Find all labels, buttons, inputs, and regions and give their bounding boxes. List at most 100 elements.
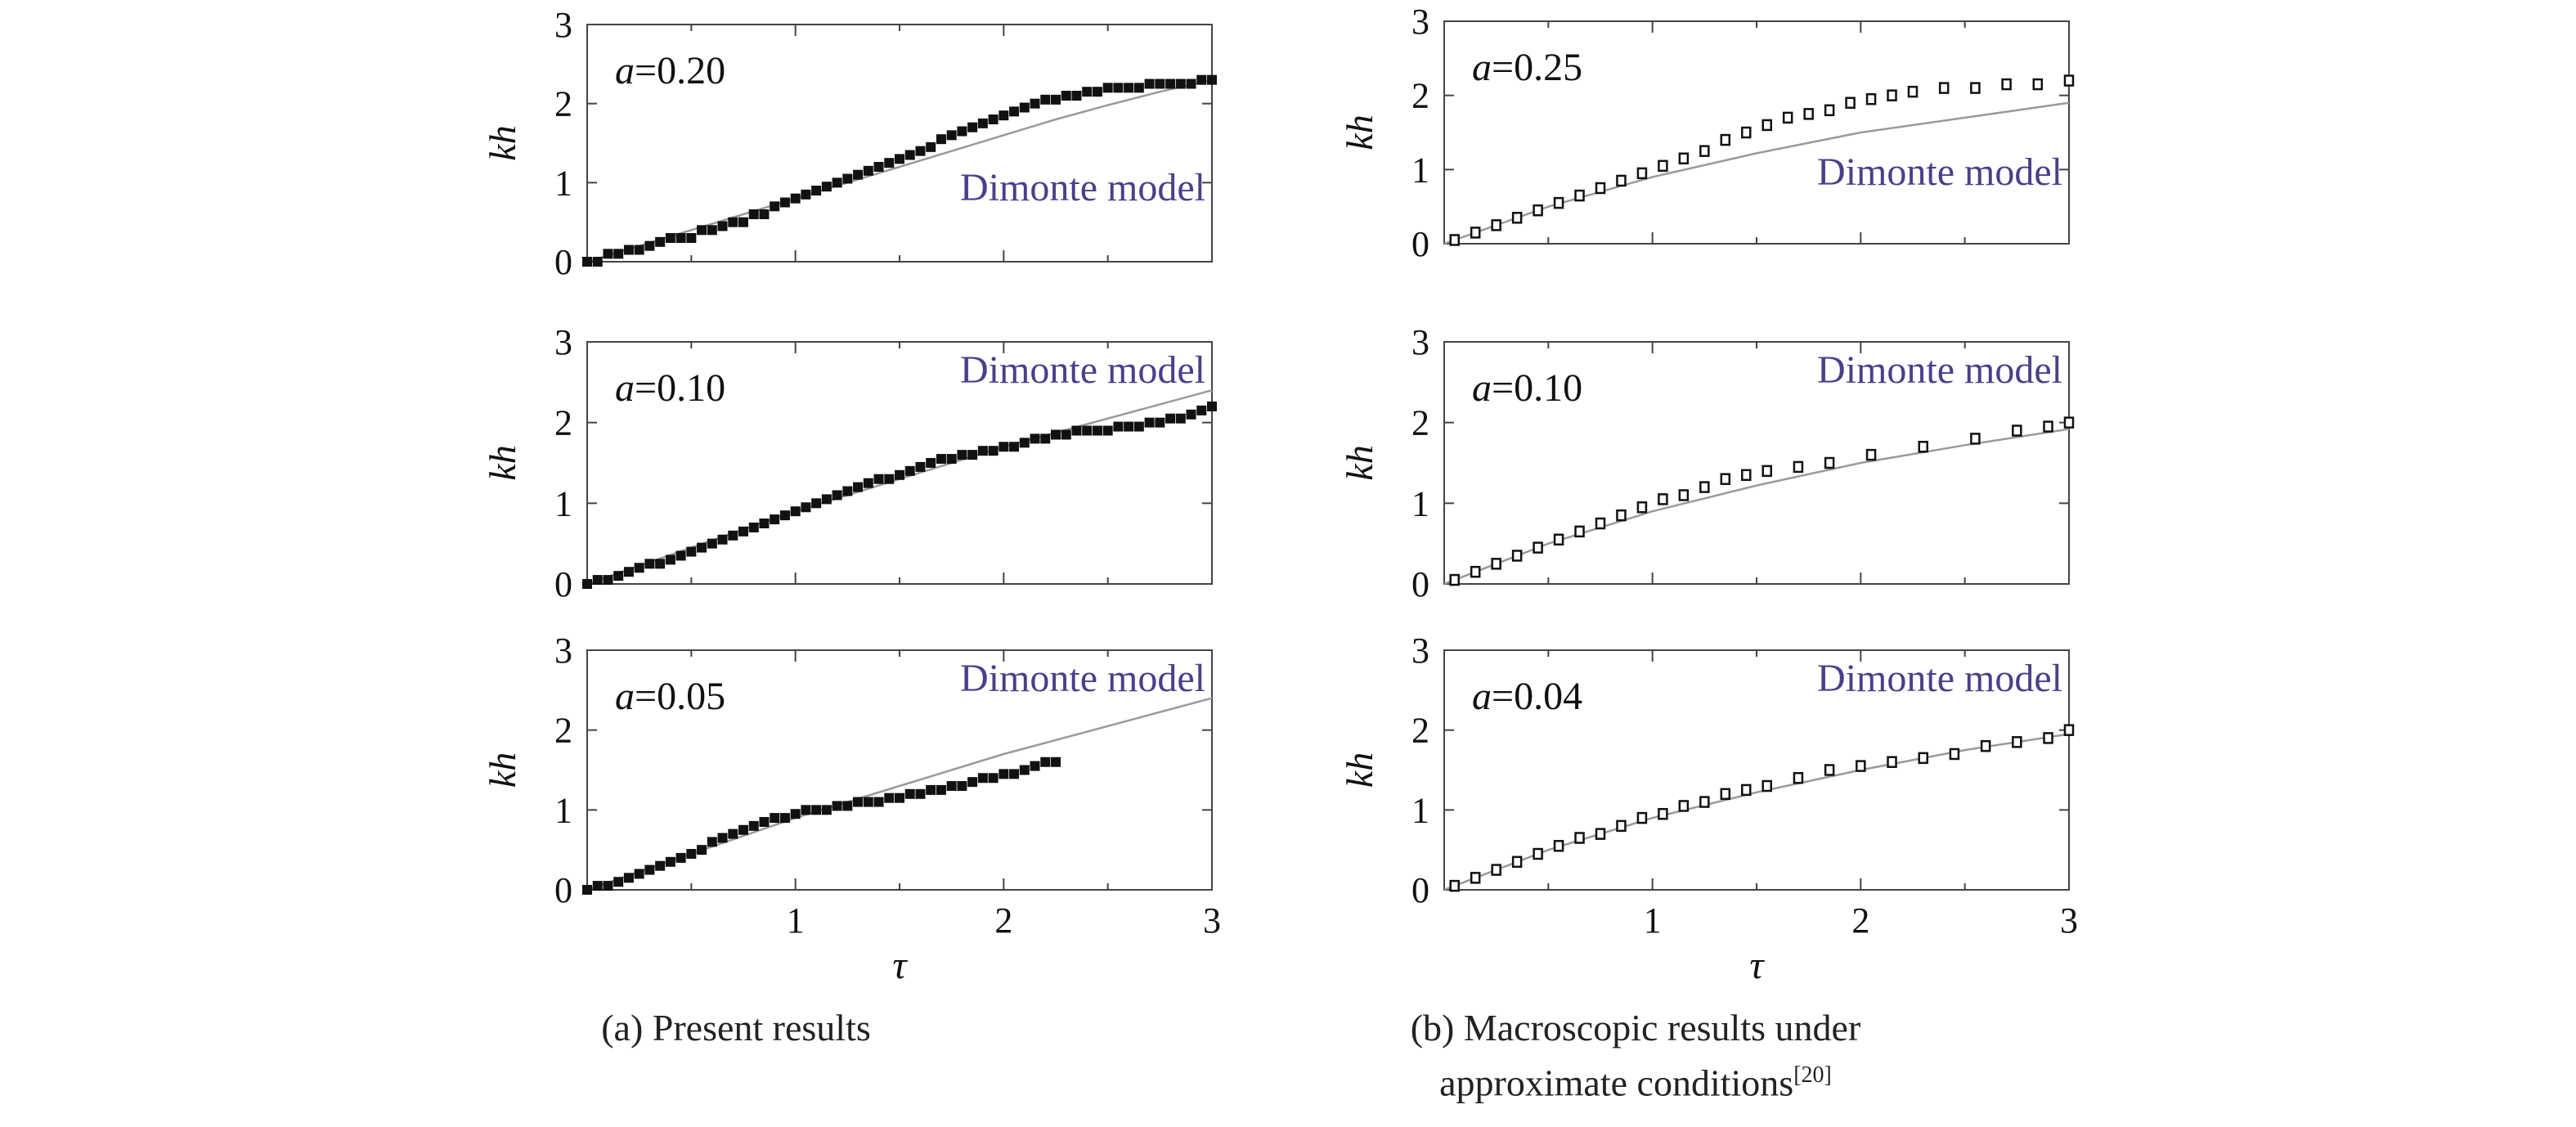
data-point xyxy=(2012,424,2022,437)
data-point xyxy=(603,249,613,259)
data-point xyxy=(1144,79,1155,89)
y-axis-label: kh xyxy=(482,125,523,160)
caption-a-text: (a) Present results xyxy=(601,1007,871,1048)
y-tick-label: 2 xyxy=(554,84,572,124)
data-point xyxy=(1165,79,1176,89)
data-point xyxy=(1196,405,1207,415)
data-point xyxy=(853,797,864,807)
y-axis-label: kh xyxy=(1339,445,1380,480)
data-point xyxy=(1071,91,1082,101)
data-point xyxy=(1449,573,1460,586)
data-point xyxy=(728,217,738,227)
panel-a1: 0 1 2 3 kh a=0.20 Dimonte model xyxy=(482,5,1217,282)
y-tick-label: 3 xyxy=(1411,631,1429,671)
dimonte-model-curve xyxy=(586,79,1213,263)
data-point xyxy=(728,530,738,541)
data-point xyxy=(675,852,686,863)
data-point xyxy=(1175,79,1186,89)
data-point xyxy=(1658,159,1668,173)
data-point xyxy=(988,446,999,456)
data-point xyxy=(1574,189,1585,202)
data-point xyxy=(999,442,1009,452)
data-point xyxy=(1511,855,1523,869)
panel-b2: 0 1 2 3 kh a=0.10 Dimonte model xyxy=(1339,322,2075,604)
dimonte-model-label: Dimonte model xyxy=(960,348,1205,392)
data-point xyxy=(790,506,801,517)
data-point xyxy=(904,788,915,799)
data-point xyxy=(665,856,675,867)
data-point xyxy=(1761,465,1772,478)
annotation-variable: a xyxy=(1472,675,1492,718)
data-point xyxy=(1449,879,1460,892)
data-point xyxy=(873,797,884,807)
data-point xyxy=(1918,441,1928,453)
data-point xyxy=(1616,174,1627,187)
data-point xyxy=(904,465,915,476)
y-tick-label: 0 xyxy=(1411,564,1429,604)
data-point xyxy=(1980,739,1991,752)
data-point xyxy=(1938,82,1950,94)
y-axis-label: kh xyxy=(482,445,523,480)
data-point xyxy=(915,461,926,472)
x-tick-label: 3 xyxy=(2060,900,2078,941)
data-point xyxy=(1907,85,1919,98)
data-point xyxy=(1061,91,1071,101)
data-point xyxy=(790,193,801,204)
data-point xyxy=(2012,736,2022,748)
y-tick-label: 3 xyxy=(1411,2,1429,42)
data-point xyxy=(707,538,717,549)
y-axis-label: kh xyxy=(1339,752,1380,788)
data-point xyxy=(592,881,603,891)
data-point xyxy=(1574,832,1585,844)
panel-annotation: a=0.10 xyxy=(1472,366,1582,410)
data-point xyxy=(1511,212,1523,224)
data-point xyxy=(655,559,666,569)
data-point xyxy=(832,801,842,811)
data-point xyxy=(728,828,738,839)
annotation-value: =0.10 xyxy=(1492,366,1582,410)
annotation-variable: a xyxy=(615,49,635,92)
caption-b-ref: [20] xyxy=(1793,1062,1832,1088)
data-point xyxy=(936,784,946,795)
data-point xyxy=(1092,425,1102,436)
data-point xyxy=(977,446,988,456)
data-point xyxy=(842,173,853,184)
data-point xyxy=(1678,152,1690,164)
data-point xyxy=(779,813,790,824)
data-point xyxy=(863,165,873,176)
data-point xyxy=(1051,429,1061,440)
data-point xyxy=(655,236,666,247)
data-point xyxy=(936,454,946,465)
data-point xyxy=(1491,864,1501,876)
data-point xyxy=(686,546,697,557)
data-point xyxy=(717,833,728,843)
panel-annotation: a=0.25 xyxy=(1472,46,1582,89)
panel-annotation: a=0.20 xyxy=(615,49,725,92)
data-point xyxy=(977,118,988,128)
data-point xyxy=(915,788,926,799)
x-tick-label: 2 xyxy=(994,900,1012,941)
data-point xyxy=(738,217,748,227)
data-point xyxy=(1102,425,1113,436)
data-point xyxy=(738,824,748,835)
data-point xyxy=(1803,108,1814,120)
data-point xyxy=(655,860,666,871)
dimonte-model-label: Dimonte model xyxy=(960,657,1205,700)
data-point xyxy=(1782,111,1793,124)
y-tick-label: 0 xyxy=(554,242,572,282)
data-point xyxy=(1186,79,1196,89)
data-point xyxy=(1533,847,1543,860)
x-tick-label: 1 xyxy=(1644,900,1662,941)
y-tick-label: 1 xyxy=(1411,790,1429,830)
data-point xyxy=(1491,558,1501,570)
data-point xyxy=(686,849,697,860)
data-point xyxy=(926,141,936,152)
data-point xyxy=(613,571,624,581)
y-tick-label: 1 xyxy=(1411,483,1429,523)
data-point xyxy=(821,182,832,192)
data-point xyxy=(1595,828,1606,840)
x-tick-label: 1 xyxy=(787,900,805,941)
data-point xyxy=(977,773,988,784)
data-point xyxy=(1678,489,1690,501)
